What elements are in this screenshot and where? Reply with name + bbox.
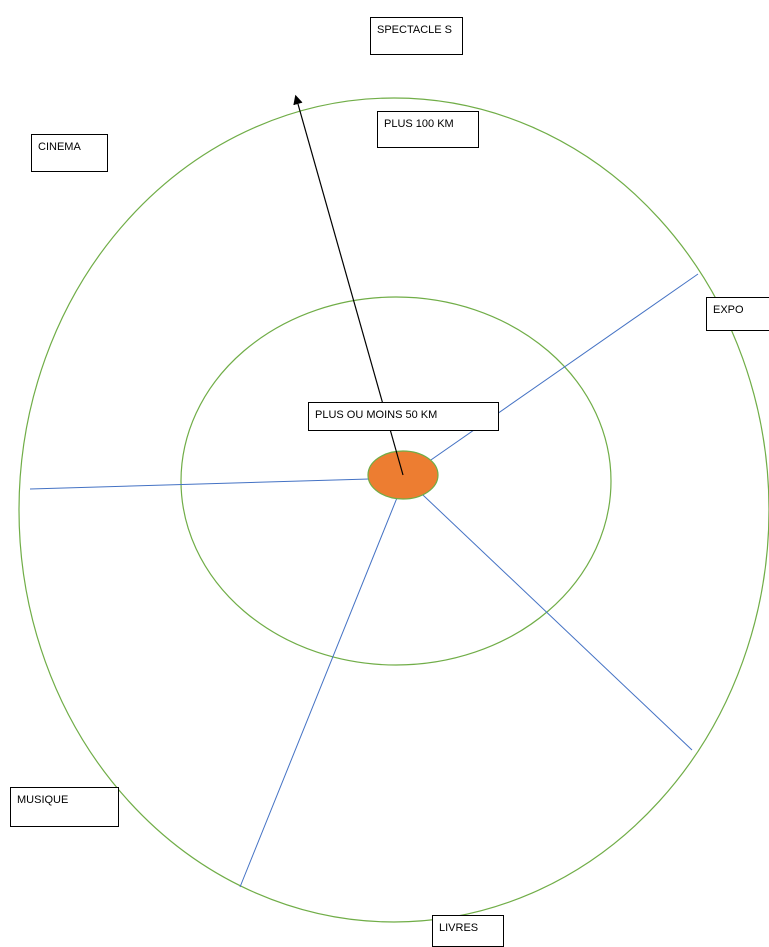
label-cinema: CINEMA — [31, 134, 108, 172]
label-musique: MUSIQUE — [10, 787, 119, 827]
label-plus-100-km: PLUS 100 KM — [377, 111, 479, 148]
spoke-east — [404, 477, 693, 751]
outer-ring — [18, 97, 769, 923]
inner-ring — [180, 296, 612, 666]
spoke-expo — [404, 273, 699, 479]
label-plus-ou-moins-50-km: PLUS OU MOINS 50 KM — [308, 402, 499, 431]
spoke-west — [29, 477, 406, 490]
label-livres: LIVRES — [432, 915, 504, 947]
label-expo: EXPO — [706, 297, 769, 331]
label-spectacle: SPECTACLE S — [370, 17, 463, 55]
spoke-south — [239, 477, 406, 888]
